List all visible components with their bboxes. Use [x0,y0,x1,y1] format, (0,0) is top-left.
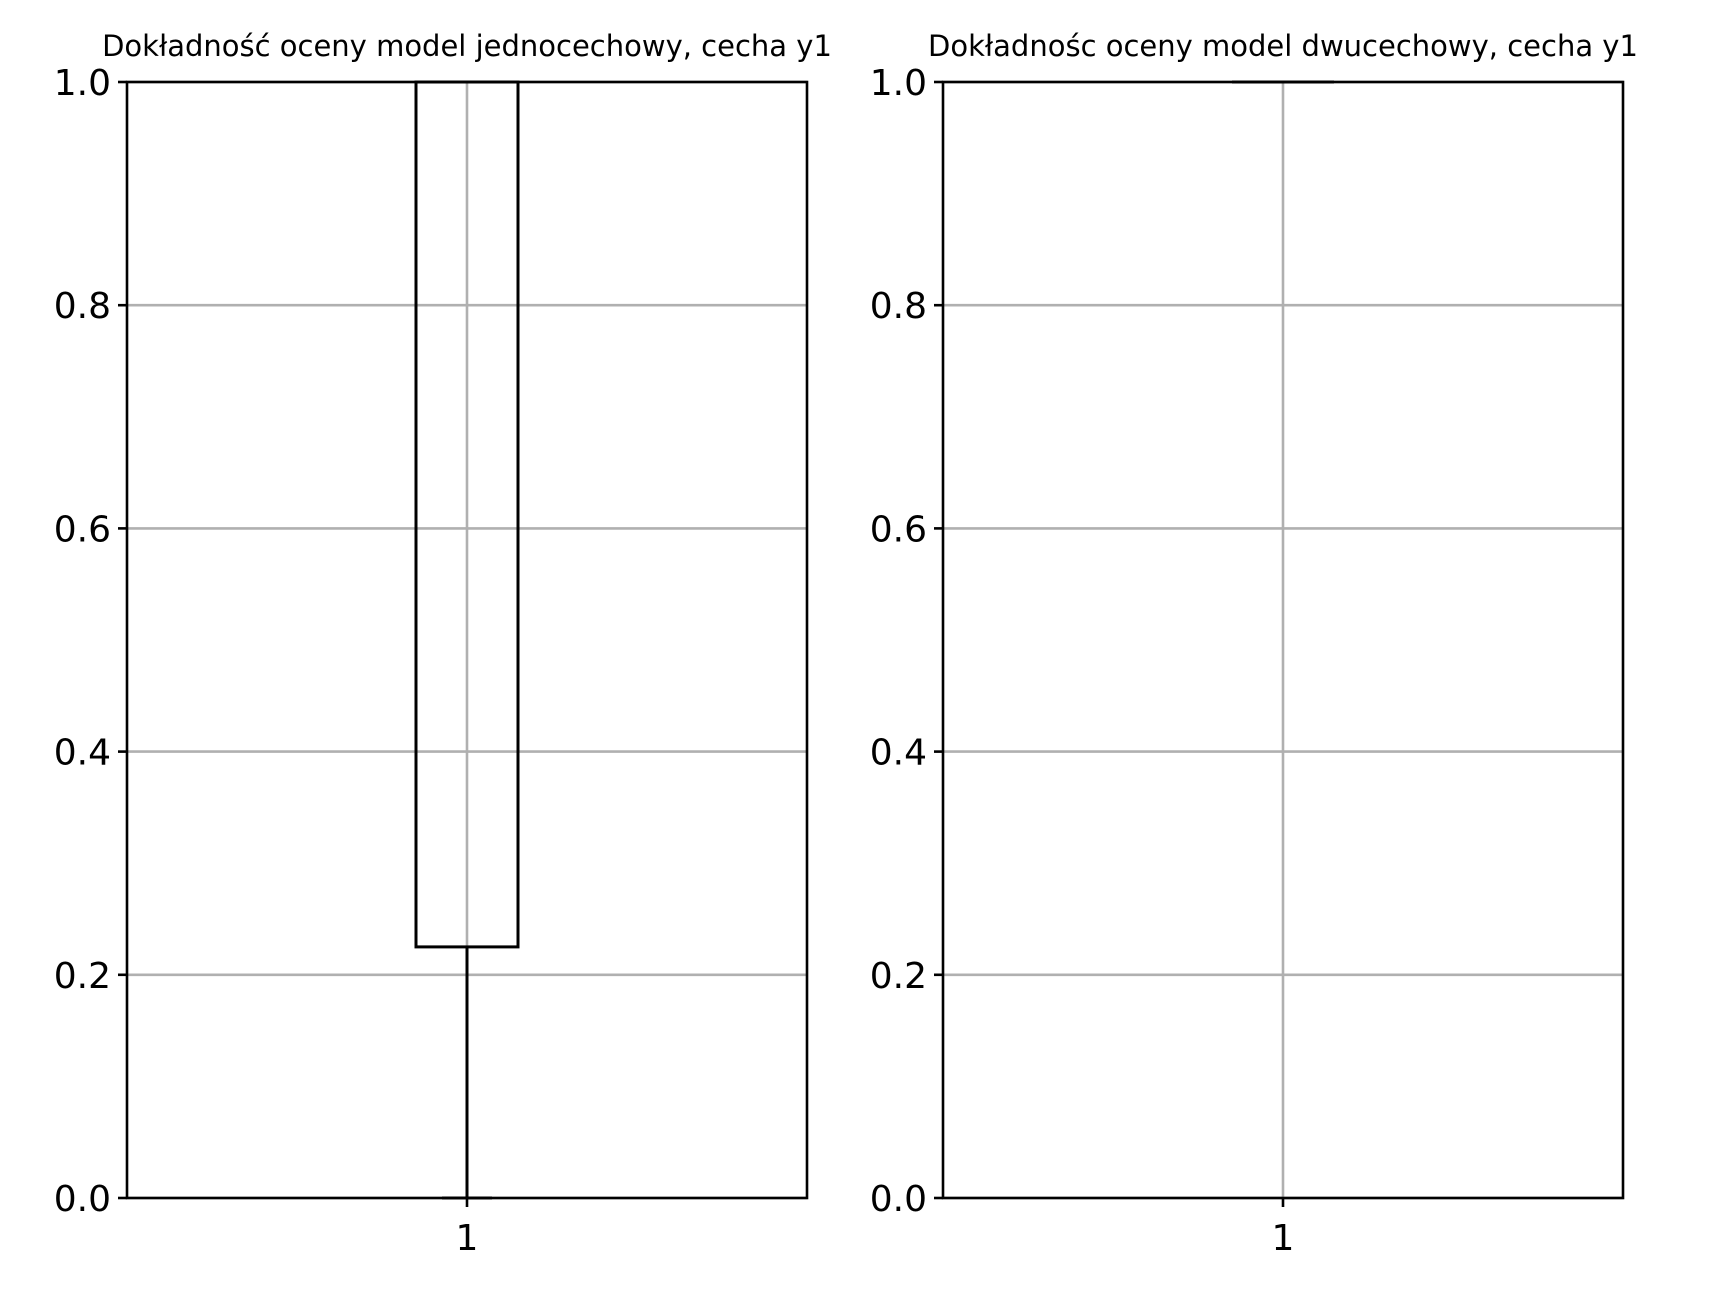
x-tick-label-left-0: 1 [456,1218,479,1259]
axes-frame-right [941,80,1625,1200]
y-tick-label-right-0: 0.0 [870,1179,927,1220]
y-tick-label-right-2: 0.4 [870,733,927,774]
y-tick-label-right-5: 1.0 [870,63,927,104]
chart-title-right: Dokładnośc oceny model dwucechowy, cecha… [928,29,1638,63]
y-tick-label-left-5: 1.0 [54,63,111,104]
chart-left: 0.0 0.2 0.4 0.6 0.8 1.0 1 Dokładność oceny mode… [54,29,832,1259]
y-tick-label-left-1: 0.2 [54,956,111,997]
y-tick-label-left-3: 0.6 [54,509,111,550]
y-tick-label-left-0: 0.0 [54,1179,111,1220]
y-tick-label-right-1: 0.2 [870,956,927,997]
y-tick-label-left-2: 0.4 [54,733,111,774]
y-tick-label-right-4: 0.8 [870,286,927,327]
chart-title-left: Dokładność oceny model jednocechowy, cec… [102,29,832,63]
x-tick-label-right-0: 1 [1272,1218,1295,1259]
y-tick-label-right-3: 0.6 [870,509,927,550]
chart-right: 0.0 0.2 0.4 0.6 0.8 1.0 1 Dokładnośc oceny mode… [870,29,1638,1259]
y-tick-label-left-4: 0.8 [54,286,111,327]
axes-frame-left [125,80,809,1200]
